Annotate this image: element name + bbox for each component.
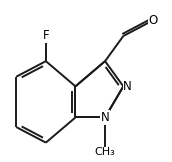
Text: N: N — [123, 80, 132, 93]
Text: N: N — [101, 111, 109, 124]
Text: F: F — [42, 29, 49, 42]
Text: O: O — [148, 14, 158, 27]
Text: CH₃: CH₃ — [95, 147, 115, 157]
